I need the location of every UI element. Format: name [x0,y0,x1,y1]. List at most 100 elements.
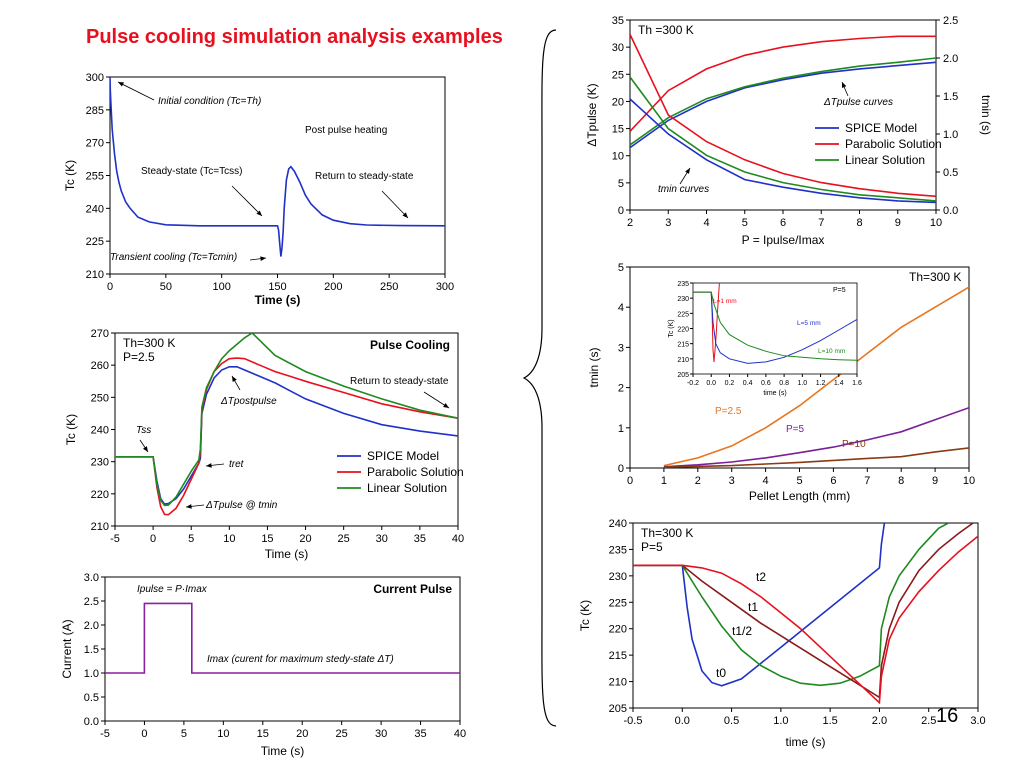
x-tick-label: 3 [665,217,671,229]
legend-label: Parabolic Solution [367,465,464,479]
series-line-t2 [633,535,978,705]
y2-tick-label: 2.5 [943,15,958,27]
series-line-5 [630,76,936,202]
x-tick-label: 4 [703,217,709,229]
x-axis-label: P = Ipulse/Imax [742,233,825,247]
x-tick-label: -5 [100,728,110,740]
y-tick-label: 240 [86,203,104,215]
x-tick-label: 0 [107,281,113,293]
x-tick-label: 8 [898,475,904,487]
y-tick-label: 15 [612,124,624,136]
x-tick-label: 8 [856,217,862,229]
inset-x-tick-label: 0.2 [725,380,735,387]
x-tick-label: 6 [830,475,836,487]
x-tick-label: 100 [212,281,230,293]
condition-label: Th=300 K [123,336,175,350]
inset-y-tick-label: 230 [677,296,689,303]
legend-label: SPICE Model [367,449,439,463]
series-line-p-10 [663,447,969,468]
y-tick-label: 235 [609,544,627,556]
y-tick-label: 230 [91,457,109,469]
annotation-arrowhead [260,256,266,262]
y-axis-label: Tc (K) [64,414,78,445]
inset-x-tick-label: 1.6 [852,380,862,387]
series-line-parabolic-solution [630,35,936,132]
series-line-linear-solution [115,333,253,507]
x-tick-label: 2 [695,475,701,487]
condition-label: P=5 [641,540,663,554]
inset-frame [692,282,858,375]
y-tick-label: 250 [91,392,109,404]
y-tick-label: 220 [91,489,109,501]
annotation-arrowhead [232,376,237,382]
slide-number: 16 [936,705,959,727]
y-tick-label: 220 [609,624,627,636]
tmin-vs-length-chart: 0 1 2 3 4 5 6 7 8 9 10 0 1 2 3 4 5 Pellet Length (mm) tmin… [587,262,975,503]
x-axis-label: Pellet Length (mm) [749,489,850,503]
inset-x-tick-label: 0.0 [706,380,716,387]
inset-x-tick-label: 0.4 [743,380,753,387]
tc-vs-time-chart: -0.5 0.0 0.5 1.0 1.5 2.0 2.5 3.0 205 210 215 220 225… [578,518,986,749]
x-tick-label: 5 [188,533,194,545]
inset-x-tick-label: 1.4 [834,380,844,387]
x-tick-label: 5 [796,475,802,487]
x-tick-label: 0.5 [724,715,739,727]
x-tick-label: 20 [296,728,308,740]
y-tick-label: 30 [612,42,624,54]
x-tick-label: 7 [818,217,824,229]
x-tick-label: 5 [181,728,187,740]
series-line-3 [251,333,458,419]
x-tick-label: 10 [930,217,942,229]
y2-tick-label: 0.0 [943,205,958,217]
x-axis-label: Time (s) [255,293,301,307]
annotation-label: Return to steady-state [315,171,414,182]
x-tick-label: 1.5 [822,715,837,727]
y-tick-label: 1 [618,423,624,435]
y-tick-label: 2.0 [84,620,99,632]
series-line-4 [630,34,936,198]
series-label: P=2.5 [715,406,742,417]
annotation-arrowhead [685,168,690,174]
series-line-linear-solution [630,57,936,146]
series-line-t1-2 [633,523,949,687]
annotation-arrowhead [443,403,449,408]
x-tick-label: -0.5 [624,715,643,727]
annotation-label: tmin curves [658,184,709,195]
current-pulse-chart: -5 0 5 10 15 20 25 30 35 40 0.0 0.5 1.0 1.5 2.0 2.5 3.0 T… [60,572,466,758]
y-tick-label: 270 [91,328,109,340]
y-tick-label: 2 [618,383,624,395]
x-tick-label: 7 [864,475,870,487]
annotation-label: Initial condition (Tc=Th) [158,96,261,107]
y-tick-label: 4 [618,302,624,314]
series-line-spice-model [630,61,936,149]
y-tick-label: 0 [618,463,624,475]
y2-tick-label: 1.0 [943,129,958,141]
annotation-arrowhead [256,210,262,216]
legend-label: Linear Solution [845,153,925,167]
inset-y-tick-label: 215 [677,342,689,349]
series-label: t1/2 [732,624,752,638]
pulse-cooling-chart: -5 0 5 10 15 20 25 30 35 40 210 220 230 240 250 260 270 T… [64,328,464,561]
x-tick-label: 50 [160,281,172,293]
x-axis-label: time (s) [786,735,826,749]
legend-label: Parabolic Solution [845,137,942,151]
x-tick-label: 150 [268,281,286,293]
x-tick-label: 3 [729,475,735,487]
x-tick-label: 0 [141,728,147,740]
y2-tick-label: 1.5 [943,91,958,103]
x-tick-label: 35 [414,728,426,740]
x-tick-label: 20 [299,533,311,545]
annotation-label: tret [229,459,245,470]
series-line-0 [110,77,445,257]
inset-y-axis-label: Tc (K) [668,319,675,337]
condition-label: Th=300 K [641,526,693,540]
inset-x-tick-label: 0.6 [761,380,771,387]
inset-series-line [693,291,857,361]
x-tick-label: 1.0 [773,715,788,727]
x-tick-label: 10 [223,533,235,545]
y-tick-label: 240 [91,425,109,437]
inset-label: P=5 [833,287,846,294]
y2-axis-label: tmin (s) [979,95,993,135]
y2-tick-label: 2.0 [943,53,958,65]
y-tick-label: 25 [612,69,624,81]
